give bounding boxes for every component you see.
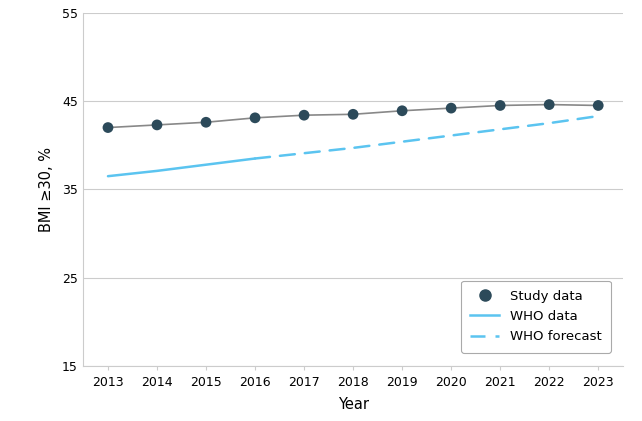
Y-axis label: BMI ≥30, %: BMI ≥30, %: [39, 147, 53, 232]
Point: [397, 107, 407, 114]
X-axis label: Year: Year: [338, 397, 369, 412]
Legend: Study data, WHO data, WHO forecast: Study data, WHO data, WHO forecast: [461, 281, 611, 353]
Point: [446, 105, 456, 112]
Point: [299, 112, 309, 119]
Point: [103, 124, 113, 131]
Point: [544, 101, 554, 108]
Point: [495, 102, 505, 109]
Point: [152, 122, 162, 128]
Point: [593, 102, 603, 109]
Point: [348, 111, 358, 118]
Point: [201, 119, 211, 125]
Point: [250, 115, 260, 121]
